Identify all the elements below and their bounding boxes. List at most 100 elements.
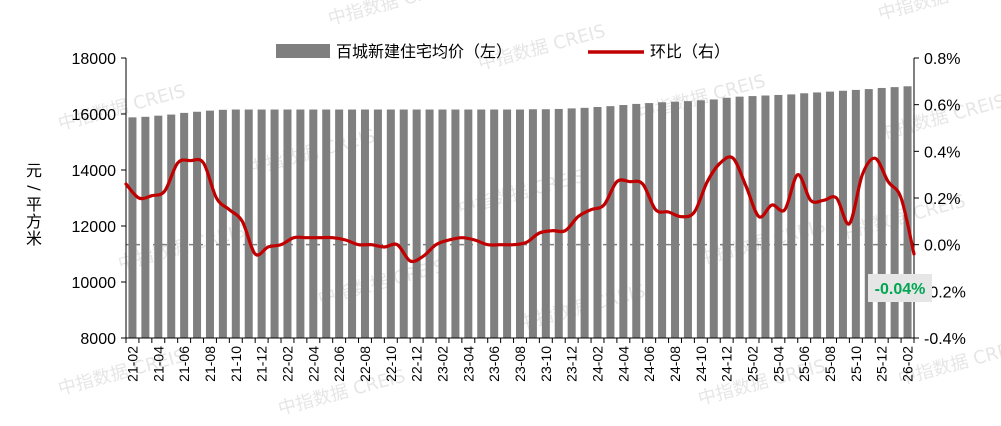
bar — [193, 111, 202, 338]
bar — [167, 114, 176, 338]
bar — [154, 115, 163, 339]
x-tick-label: 21-04 — [150, 346, 166, 382]
month-on-month-line — [124, 155, 916, 264]
bar — [270, 109, 279, 339]
left-tick-label: 10000 — [72, 275, 117, 292]
bar — [231, 109, 240, 339]
y-axis-label-char: 米 — [26, 229, 42, 248]
legend: 百城新建住宅均价（左） 环比（右） — [276, 42, 730, 61]
y-axis-label-char: 元 — [26, 161, 42, 180]
x-tick-label: 21-12 — [254, 346, 270, 382]
bar — [335, 109, 344, 339]
x-tick-label: 26-02 — [900, 346, 916, 382]
x-tick-label: 21-08 — [202, 346, 218, 382]
x-tick-label: 22-06 — [331, 346, 347, 382]
bar — [451, 109, 460, 339]
bar — [218, 109, 227, 338]
bar — [748, 96, 757, 338]
bar — [645, 103, 654, 338]
x-tick-label: 21-06 — [176, 346, 192, 382]
right-tick-label: -0.4% — [924, 331, 966, 348]
bar — [774, 94, 783, 339]
bar — [903, 86, 912, 338]
y-axis-label-char: 平 — [26, 195, 42, 214]
bar — [813, 92, 822, 338]
bar — [360, 109, 369, 339]
x-tick-label: 23-12 — [564, 346, 580, 382]
bar — [683, 101, 692, 339]
x-tick-label: 21-02 — [124, 346, 140, 382]
left-tick-label: 12000 — [72, 219, 117, 236]
x-tick-label: 22-04 — [305, 346, 321, 382]
x-tick-label: 25-02 — [745, 346, 761, 382]
y-axis-label-char: 方 — [26, 212, 42, 231]
bar — [141, 116, 150, 338]
callout-label: -0.04% — [875, 281, 926, 298]
x-tick-label: 25-10 — [848, 346, 864, 382]
x-tick-label: 22-08 — [357, 346, 373, 382]
bar — [322, 109, 331, 339]
x-tick-label: 24-10 — [693, 346, 709, 382]
bar — [787, 94, 796, 339]
x-tick-label: 23-08 — [512, 346, 528, 382]
left-tick-label: 14000 — [72, 163, 117, 180]
bar — [296, 109, 305, 339]
bar — [606, 106, 615, 338]
bar — [309, 109, 318, 339]
bar-series — [128, 86, 912, 339]
bar — [671, 101, 680, 339]
bar — [180, 112, 189, 338]
legend-line-label: 环比（右） — [650, 42, 730, 61]
callout-box — [868, 274, 932, 302]
bar — [257, 109, 266, 339]
bar — [722, 97, 731, 338]
bar — [399, 109, 408, 339]
right-tick-label: 0.2% — [924, 191, 960, 208]
bar — [864, 89, 873, 338]
bar — [425, 109, 434, 339]
left-tick-label: 8000 — [80, 331, 116, 348]
x-tick-label: 23-10 — [538, 346, 554, 382]
bar — [658, 102, 667, 339]
x-tick-label: 23-04 — [460, 346, 476, 382]
legend-bar-swatch — [276, 44, 330, 58]
right-tick-label: 0.0% — [924, 238, 960, 255]
bar — [386, 109, 395, 339]
left-tick-label: 18000 — [72, 51, 117, 68]
bar — [528, 109, 537, 339]
bar — [877, 87, 886, 339]
bar — [464, 109, 473, 339]
x-tick-label: 22-10 — [383, 346, 399, 382]
bar — [580, 107, 589, 338]
bar — [593, 107, 602, 338]
watermark-text: 中指数据 CREIS — [56, 346, 188, 400]
y-axis-label-char: / — [25, 185, 44, 191]
x-tick-label: 22-12 — [409, 346, 425, 382]
bar — [632, 103, 641, 338]
legend-bar-label: 百城新建住宅均价（左） — [336, 42, 512, 61]
bar — [244, 109, 253, 339]
bar — [890, 87, 899, 339]
left-tick-label: 16000 — [72, 107, 117, 124]
bar — [735, 96, 744, 338]
bar — [283, 109, 292, 339]
bar — [438, 109, 447, 339]
bar — [412, 109, 421, 339]
right-tick-label: 0.4% — [924, 144, 960, 161]
x-tick-label: 23-02 — [434, 346, 450, 382]
x-tick-label: 24-04 — [615, 346, 631, 382]
x-tick-label: 25-04 — [770, 346, 786, 382]
bar — [709, 99, 718, 338]
bar — [851, 89, 860, 338]
x-tick-label: 21-10 — [228, 346, 244, 382]
right-tick-label: 0.6% — [924, 98, 960, 115]
bar — [826, 91, 835, 338]
x-tick-label: 25-12 — [874, 346, 890, 382]
x-tick-label: 25-08 — [822, 346, 838, 382]
bar — [205, 110, 214, 338]
right-tick-label: -0.2% — [924, 284, 966, 301]
callout: -0.04% — [868, 274, 932, 302]
y-axis-label-left: 元 / 平方米 — [25, 161, 44, 248]
bar — [800, 93, 809, 338]
